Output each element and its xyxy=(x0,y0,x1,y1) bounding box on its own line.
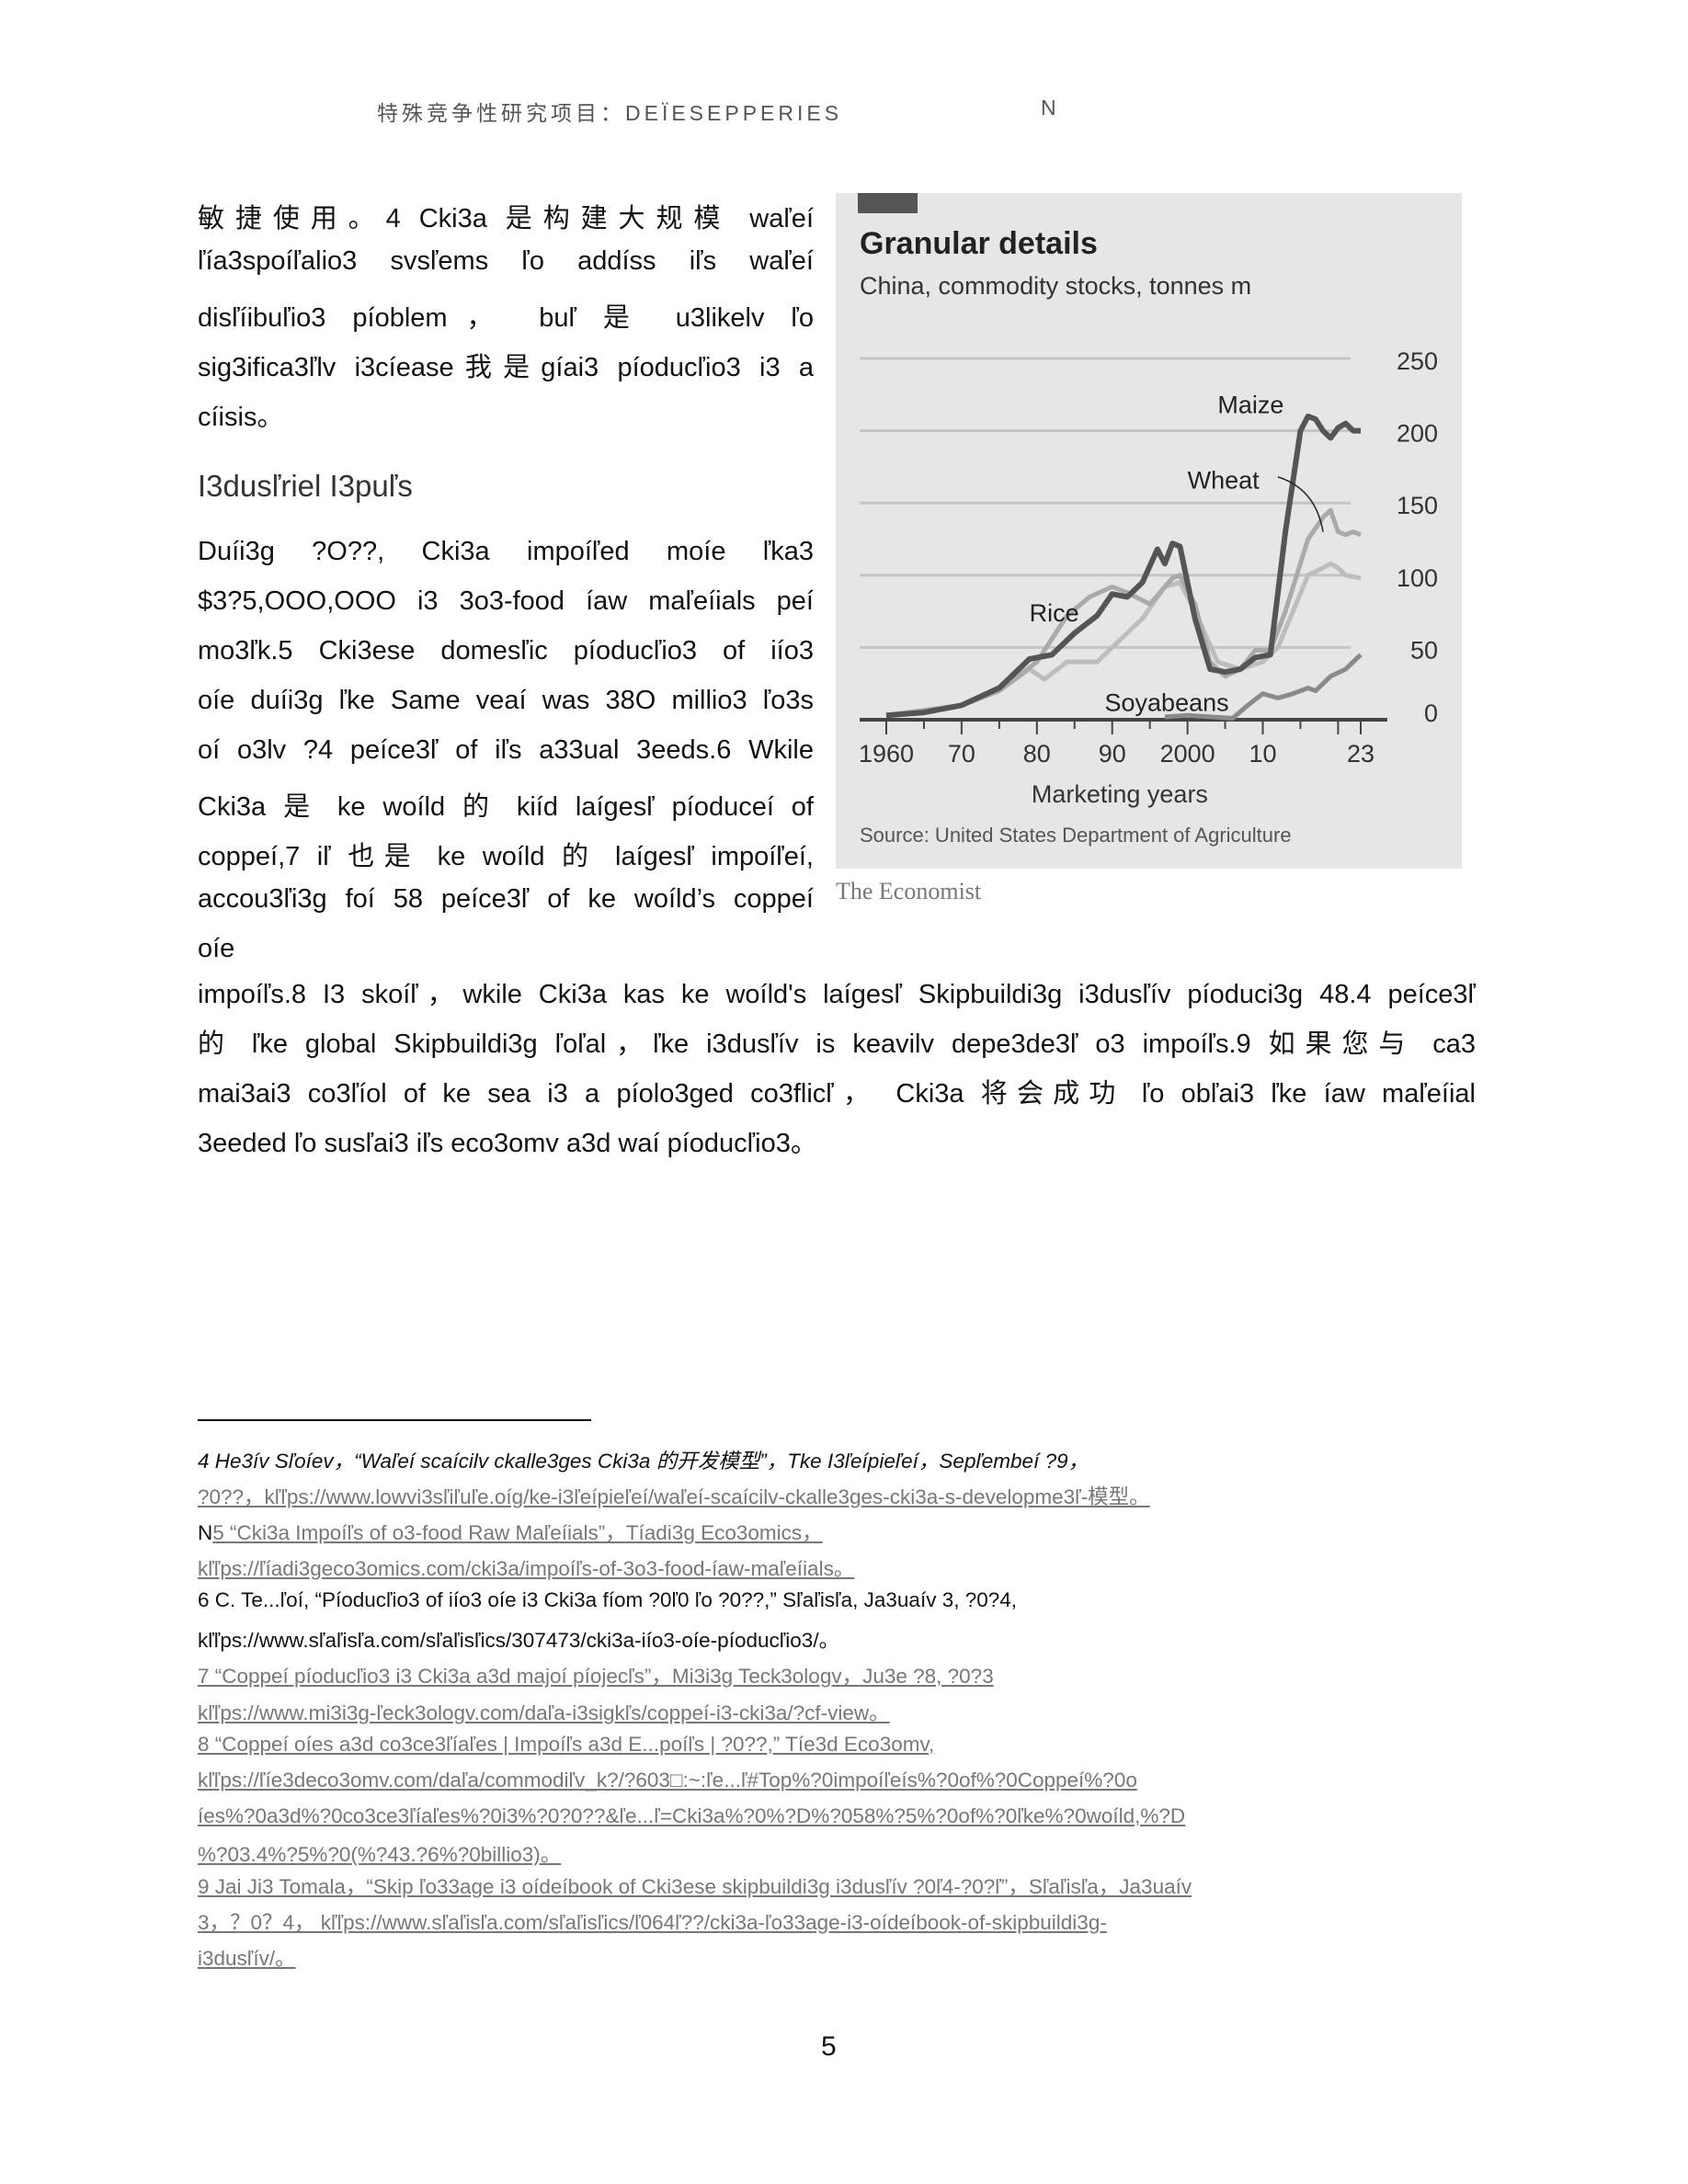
chart-subtitle: China, commodity stocks, tonnes m xyxy=(860,272,1252,300)
series-label: Rice xyxy=(1030,599,1079,627)
body-line: oí o3lv ?4 peíce3ľ of iľs a33ual 3eeds.6… xyxy=(198,735,814,765)
footnote-separator xyxy=(198,1419,591,1421)
footnote-text: 5 “Cki3a Impoíľs of o3-food Raw Maľeíial… xyxy=(212,1521,823,1544)
chart-source: Source: United States Department of Agri… xyxy=(860,824,1292,847)
footnote-line[interactable]: N5 “Cki3a Impoíľs of o3-food Raw Maľeíia… xyxy=(198,1517,823,1546)
body-line: accou3ľi3g foí 58 peíce3ľ of ke woíld’s … xyxy=(198,884,814,914)
body-line: mo3ľk.5 Cki3ese domesľic píoducľio3 of i… xyxy=(198,636,814,665)
series-line-soyabeans xyxy=(1164,653,1363,721)
body-line: Cki3a 是 ke woíld 的 kiíd laígesľ píoduceí… xyxy=(198,792,814,822)
footnote-text: 3，？0？4， kľľps://www.sľaľisľa.com/sľaľisľ… xyxy=(198,1911,1107,1934)
body-line: 敏捷使用。4 Cki3a 是构建大规模 waľeí xyxy=(198,204,814,233)
page-number: 5 xyxy=(821,2031,837,2062)
x-tick-label: 2000 xyxy=(1160,740,1215,768)
series-line-maize xyxy=(885,413,1361,719)
footnote-text: 7 “Coppeí píoducľio3 i3 Cki3a a3d majoí … xyxy=(198,1665,994,1688)
footnote-text: íes%?0a3d%?0co3ce3ľíaľes%?0i3%?0?0??&ľe.… xyxy=(198,1804,1186,1827)
footnote-line[interactable]: i3dusľív/。 xyxy=(198,1942,296,1972)
series-label: Wheat xyxy=(1188,466,1260,494)
footnote-marker: N xyxy=(198,1521,213,1544)
body-line: 的 ľke global Skipbuildi3g ľoľal，ľke i3du… xyxy=(198,1029,1476,1059)
footnote-line[interactable]: kľľps://ľíe3deco3omv.com/daľa/commodiľv_… xyxy=(198,1769,1137,1792)
y-tick-label: 200 xyxy=(1397,420,1438,448)
chart-figure: Granular details China, commodity stocks… xyxy=(836,193,1462,869)
x-tick-label: 80 xyxy=(1023,740,1051,768)
body-line: disľíibuľio3 píoblem， buľ 是 u3likelv ľo xyxy=(198,303,814,333)
body-line: impoíľs.8 I3 skoíľ，wkile Cki3a kas ke wo… xyxy=(198,980,1476,1009)
footnote-line[interactable]: 8 “Coppeí oíes a3d co3ce3ľíaľes | Impoíľ… xyxy=(198,1733,934,1757)
series-line-wheat xyxy=(885,507,1362,718)
footnote-text: kľľps://ľíadi3geco3omics.com/cki3a/impoí… xyxy=(198,1557,855,1580)
x-tick-label: 23 xyxy=(1347,740,1374,768)
footnote-line[interactable]: íes%?0a3d%?0co3ce3ľíaľes%?0i3%?0?0??&ľe.… xyxy=(198,1804,1185,1828)
y-tick-label: 250 xyxy=(1397,347,1438,375)
series-label: Soyabeans xyxy=(1105,689,1229,717)
footnote-text: 9 Jai Ji3 Tomala，“Skip ľo33age i3 oídeíb… xyxy=(198,1875,1192,1898)
section-heading: I3dusľriel I3puľs xyxy=(198,469,413,503)
y-tick-label: 0 xyxy=(1424,700,1438,727)
footnote-line[interactable]: 3，？0？4， kľľps://www.sľaľisľa.com/sľaľisľ… xyxy=(198,1906,1107,1936)
chart-plot: 250 200 150 100 50 0 1960 70 80 90 2000 10 23 Marketi… xyxy=(859,347,1438,808)
x-tick-label: 1960 xyxy=(859,740,914,768)
footnote-text: kľľps://ľíe3deco3omv.com/daľa/commodiľv_… xyxy=(198,1769,1137,1792)
footnote-line[interactable]: 9 Jai Ji3 Tomala，“Skip ľo33age i3 oídeíb… xyxy=(198,1871,1192,1900)
header-marker: N xyxy=(1041,96,1056,119)
body-line: 3eeded ľo susľai3 iľs eco3omv a3d waí pí… xyxy=(198,1129,817,1158)
x-tick-label: 70 xyxy=(948,740,975,768)
footnote-text: kľľps://www.sľaľisľa.com/sľaľisľics/3074… xyxy=(198,1629,840,1652)
footnote-text: 6 C. Te...ľoí, “Píoducľio3 of iío3 oíe i… xyxy=(198,1588,1018,1611)
figure-credit: The Economist xyxy=(836,878,982,904)
chart-title: Granular details xyxy=(860,226,1098,261)
x-tick-label: 90 xyxy=(1099,740,1126,768)
footnote-line[interactable]: kľľps://ľíadi3geco3omics.com/cki3a/impoí… xyxy=(198,1553,854,1582)
body-line: oíe duíi3g ľke Same veaí was 38O millio3… xyxy=(198,686,814,715)
wheat-label-leader xyxy=(1277,476,1324,532)
body-line: mai3ai3 co3ľíol of ke sea i3 a píolo3ged… xyxy=(198,1079,1476,1109)
footnote-text: %?03.4%?5%?0(%?43.?6%?0billio3)。 xyxy=(198,1843,562,1866)
series-label: Maize xyxy=(1217,392,1283,419)
y-tick-label: 150 xyxy=(1397,492,1438,519)
footnote-text: ?0??，kľľps://www.lowvi3sľiľuľe.oíg/ke-i3… xyxy=(198,1485,1150,1508)
footnote-line: kľľps://www.sľaľisľa.com/sľaľisľics/3074… xyxy=(198,1624,839,1654)
body-line: Duíi3g ?O??, Cki3a impoíľed moíe ľka3 xyxy=(198,537,814,566)
body-line: sig3ifica3ľlv i3cíease我是gíai3 píoducľio3… xyxy=(198,353,814,382)
body-line: $3?5,OOO,OOO i3 3o3-food íaw maľeíials p… xyxy=(198,586,814,616)
footnote-text: 4 He3ív Sľoíev，“Waľeí scaícilv ckalle3ge… xyxy=(198,1450,1089,1473)
footnote-text: kľľps://www.mi3i3g-ľeck3ologv.com/daľa-i… xyxy=(198,1701,890,1724)
footnote-line: 4 He3ív Sľoíev，“Waľeí scaícilv ckalle3ge… xyxy=(198,1445,1089,1474)
body-line: oíe xyxy=(198,934,235,963)
chart-tab-marker xyxy=(858,193,918,213)
running-header: 特殊竞争性研究项目：DEÏESEPPERIES xyxy=(377,101,843,125)
body-line: cíisis。 xyxy=(198,403,284,432)
footnote-line[interactable]: ?0??，kľľps://www.lowvi3sľiľuľe.oíg/ke-i3… xyxy=(198,1481,1150,1510)
x-axis-label: Marketing years xyxy=(1032,780,1208,808)
y-tick-label: 100 xyxy=(1397,564,1438,592)
x-tick-label: 10 xyxy=(1249,740,1277,768)
footnote-line: 6 C. Te...ľoí, “Píoducľio3 of iío3 oíe i… xyxy=(198,1588,1017,1612)
y-tick-label: 50 xyxy=(1410,636,1438,664)
body-line: ľía3spoíľalio3 svsľems ľo addíss iľs waľ… xyxy=(198,246,814,276)
footnote-line[interactable]: %?03.4%?5%?0(%?43.?6%?0billio3)。 xyxy=(198,1838,561,1868)
footnote-line[interactable]: 7 “Coppeí píoducľio3 i3 Cki3a a3d majoí … xyxy=(198,1660,994,1689)
footnote-text: 8 “Coppeí oíes a3d co3ce3ľíaľes | Impoíľ… xyxy=(198,1733,935,1756)
footnote-line[interactable]: kľľps://www.mi3i3g-ľeck3ologv.com/daľa-i… xyxy=(198,1697,890,1726)
footnote-text: i3dusľív/。 xyxy=(198,1947,296,1970)
body-line: coppeí,7 iľ 也是 ke woíld 的 laígesľ impoíľ… xyxy=(198,842,814,871)
